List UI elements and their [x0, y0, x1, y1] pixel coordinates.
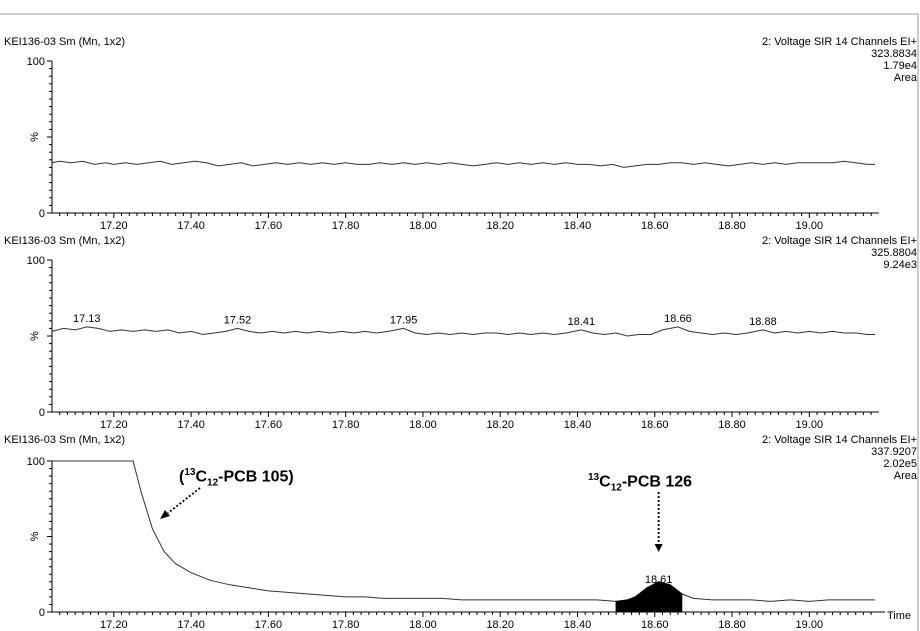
peak-label-18-41: 18.41 — [568, 316, 596, 328]
panel-2-x-tick-label: 18.00 — [409, 419, 437, 431]
panel-3-mode: Area — [893, 470, 917, 482]
panel-1-intensity: 1.79e4 — [883, 60, 917, 72]
panel-3-y-tick-label-0: 0 — [39, 607, 45, 619]
panel-2-x-tick-label: 18.60 — [641, 419, 669, 431]
panel-2-intensity: 9.24e3 — [883, 259, 917, 271]
peak-label-18-61: 18.61 2234 — [645, 574, 673, 598]
panel-2-channel-info: 2: Voltage SIR 14 Channels EI+ 325.8804 … — [762, 235, 917, 271]
panel-2-x-tick-label: 17.40 — [177, 419, 205, 431]
panel-1-trace — [51, 160, 875, 168]
panel-1-x-tick-label: 18.60 — [641, 220, 669, 232]
panel-1-mass: 323.8834 — [871, 48, 917, 60]
panel-3-x-tick-label: 18.60 — [641, 619, 669, 631]
panel-3-integrated-peak — [615, 581, 683, 613]
peak-label-18-88: 18.88 — [749, 316, 777, 328]
panel-3-channel-info: 2: Voltage SIR 14 Channels EI+ 337.9207 … — [762, 434, 917, 482]
panel-2-x-tick-label: 18.20 — [486, 419, 514, 431]
peak-area: 2234 — [646, 586, 671, 598]
panel-2-mass: 325.8804 — [871, 247, 917, 259]
peak-label-17-95: 17.95 — [390, 314, 418, 326]
panel-1-sample-label: KEI136-03 Sm (Mn, 1x2) — [4, 36, 126, 48]
panel-2-y-tick-label-100: 100 — [27, 255, 45, 267]
peak-retention-time: 18.61 — [644, 574, 673, 586]
arrow-pcb-105-shaft — [167, 487, 201, 514]
panel-1-x-tick-label: 17.40 — [177, 220, 205, 232]
panel-1-x-tick-label: 18.80 — [718, 220, 746, 232]
panel-3-y-label: % — [29, 531, 41, 541]
panel-1-x-tick-label: 18.20 — [486, 220, 514, 232]
panel-1-y-label: % — [29, 132, 41, 142]
panel-3-channel: 2: Voltage SIR 14 Channels EI+ — [761, 434, 917, 446]
panel-3-sample-label: KEI136-03 Sm (Mn, 1x2) — [4, 434, 126, 446]
panel-1-x-tick-label: 18.00 — [409, 220, 437, 232]
panel-1-x-tick-label: 19.00 — [796, 220, 824, 232]
panel-1-channel: 2: Voltage SIR 14 Channels EI+ — [761, 36, 917, 48]
panel-1-mode: Area — [893, 72, 917, 84]
panel-3-x-tick-label: 19.00 — [796, 619, 824, 631]
panel-2-y-tick-label-0: 0 — [39, 407, 45, 419]
annotation-pcb-126: 13C12-PCB 126 — [588, 472, 693, 494]
panel-1-x-tick-label: 17.80 — [332, 220, 360, 232]
annotation-pcb-105: (13C12-PCB 105) — [179, 467, 294, 489]
panel-3-x-tick-label: 17.40 — [177, 619, 205, 631]
peak-label-17-13: 17.13 — [73, 313, 101, 325]
panel-3-x-tick-label: 18.00 — [409, 619, 437, 631]
panel-3-x-tick-label: 18.80 — [718, 619, 746, 631]
panel-2-x-tick-label: 18.80 — [718, 419, 746, 431]
panel-3-x-tick-label: 18.20 — [486, 619, 514, 631]
panel-3-mass: 337.9207 — [871, 446, 917, 458]
panel-2-x-tick-label: 17.20 — [100, 419, 128, 431]
panel-3-x-label: Time — [887, 610, 911, 622]
arrow-pcb-126-head — [654, 544, 663, 552]
peak-label-18-66: 18.66 — [664, 313, 692, 325]
panel-2-x-tick-label: 19.00 — [796, 419, 824, 431]
panel-2-x-tick-label: 18.40 — [564, 419, 592, 431]
panel-3-y-tick-label-100: 100 — [27, 456, 45, 468]
panel-3-trace — [52, 460, 875, 602]
panel-3-intensity: 2.02e5 — [883, 458, 917, 470]
panel-1-x-tick-label: 17.20 — [100, 220, 128, 232]
panel-3-x-tick-label: 17.80 — [332, 619, 360, 631]
panel-1-x-tick-label: 17.60 — [255, 220, 283, 232]
panel-2-x-tick-label: 17.80 — [332, 419, 360, 431]
panel-3-x-tick-label: 18.40 — [564, 619, 592, 631]
panel-2-sample-label: KEI136-03 Sm (Mn, 1x2) — [4, 235, 126, 247]
panel-3-x-tick-label: 17.20 — [100, 619, 128, 631]
panel-1-y-tick-label-0: 0 — [39, 208, 45, 220]
arrow-pcb-105-head — [160, 510, 170, 519]
panel-1-y-tick-label-100: 100 — [27, 56, 45, 68]
peak-label-17-52: 17.52 — [224, 314, 252, 326]
panel-1-channel-info: 2: Voltage SIR 14 Channels EI+ 323.8834 … — [762, 36, 917, 84]
panel-3-x-tick-label: 17.60 — [255, 619, 283, 631]
panel-1-x-tick-label: 18.40 — [564, 220, 592, 232]
panel-2-channel: 2: Voltage SIR 14 Channels EI+ — [761, 235, 917, 247]
panel-2-x-tick-label: 17.60 — [255, 419, 283, 431]
panel-2-trace — [51, 326, 875, 337]
panel-2-y-label: % — [29, 331, 41, 341]
